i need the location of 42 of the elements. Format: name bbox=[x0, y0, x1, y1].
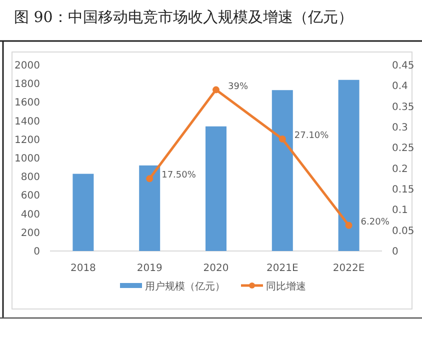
x-tick-label: 2019 bbox=[136, 263, 162, 274]
y-tick-label: 1200 bbox=[14, 134, 40, 146]
y-tick-label: 600 bbox=[20, 190, 40, 202]
bar bbox=[139, 165, 160, 251]
data-label: 6.20% bbox=[360, 217, 390, 228]
x-tick-label: 2018 bbox=[70, 263, 96, 274]
y2-tick-label: 0 bbox=[392, 246, 398, 258]
bar bbox=[206, 126, 226, 251]
y2-tick-label: 0.45 bbox=[392, 60, 414, 72]
x-tick-label: 2022E bbox=[332, 263, 365, 274]
y2-tick-label: 0.05 bbox=[392, 226, 414, 237]
y2-tick-label: 0.35 bbox=[392, 102, 414, 113]
x-tick-label: 2020 bbox=[203, 263, 229, 274]
bar bbox=[338, 80, 360, 251]
y-tick-label: 1400 bbox=[14, 116, 40, 128]
point bbox=[212, 86, 220, 94]
y-tick-label: 200 bbox=[20, 228, 40, 239]
bar bbox=[72, 174, 94, 251]
legend-label: 同比增速 bbox=[266, 280, 306, 292]
data-label: 27.10% bbox=[294, 130, 330, 141]
y-tick-label: 400 bbox=[20, 209, 40, 220]
y2-tick-label: 0.2 bbox=[392, 164, 408, 175]
bar bbox=[272, 90, 293, 251]
chart-title: 图 90：中国移动电竞市场收入规模及增速（亿元） bbox=[14, 8, 353, 26]
point bbox=[146, 175, 154, 182]
y2-tick-label: 0.15 bbox=[392, 184, 414, 196]
y-tick-label: 800 bbox=[20, 172, 40, 184]
y2-tick-label: 0.3 bbox=[392, 122, 408, 134]
y-tick-label: 1000 bbox=[14, 154, 40, 164]
legend-label: 用户规模（亿元） bbox=[145, 280, 225, 292]
y-tick-label: 1800 bbox=[14, 79, 40, 90]
y2-tick-label: 0.25 bbox=[392, 143, 414, 154]
y2-tick-label: 0.4 bbox=[392, 81, 408, 92]
x-tick-label: 2021E bbox=[266, 263, 298, 274]
data-label: 17.50% bbox=[162, 170, 196, 181]
y-tick-label: 0 bbox=[34, 246, 40, 258]
y-tick-label: 1600 bbox=[14, 98, 40, 109]
data-label: 39% bbox=[228, 82, 248, 92]
y-tick-label: 2000 bbox=[14, 60, 40, 72]
point bbox=[278, 135, 286, 142]
y2-tick-label: 0.1 bbox=[392, 205, 408, 216]
point bbox=[345, 222, 352, 229]
